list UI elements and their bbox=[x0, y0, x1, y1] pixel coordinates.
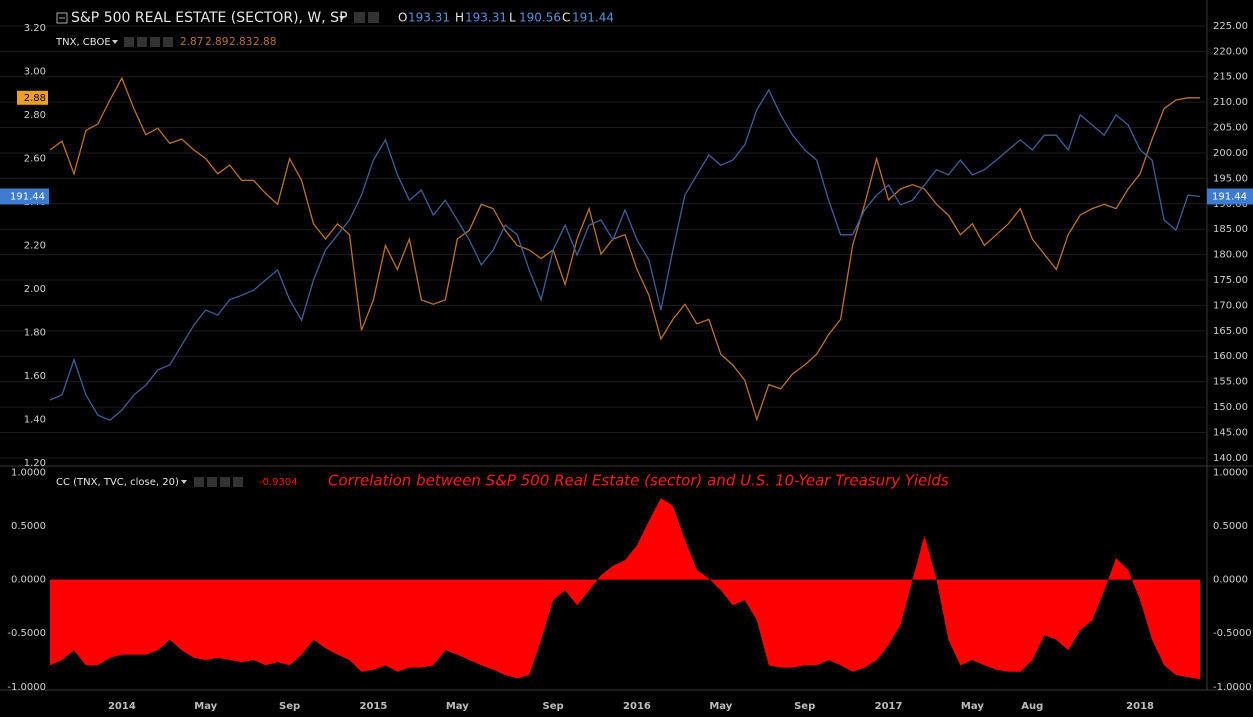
y2-tick-label: 180.00 bbox=[1213, 250, 1248, 261]
y-tick-label: 1.0000 bbox=[11, 467, 46, 478]
settings-icon[interactable] bbox=[194, 477, 204, 487]
settings-icon[interactable] bbox=[124, 37, 134, 47]
y-tick-label: 0.0000 bbox=[11, 575, 46, 586]
last-value-box bbox=[17, 90, 48, 105]
ohlc-value: 193.31 bbox=[465, 11, 507, 25]
y-tick-label: 0.0000 bbox=[1213, 575, 1248, 586]
annotation: Correlation between S&P 500 Real Estate … bbox=[328, 472, 949, 490]
y2-tick-label: 205.00 bbox=[1213, 123, 1248, 134]
y-tick-label: 3.00 bbox=[24, 67, 46, 78]
last-value-label: 2.88 bbox=[24, 93, 46, 104]
y-tick-label: -0.5000 bbox=[7, 628, 46, 639]
y2-tick-label: 200.00 bbox=[1213, 148, 1248, 159]
y2-tick-label: 170.00 bbox=[1213, 300, 1248, 311]
settings-icon[interactable] bbox=[354, 12, 365, 23]
last-value-box bbox=[1207, 188, 1253, 205]
y2-tick-label: 210.00 bbox=[1213, 97, 1248, 108]
x-tick-label: May bbox=[446, 701, 469, 712]
settings-icon[interactable] bbox=[368, 12, 379, 23]
x-tick-label: Sep bbox=[279, 701, 300, 712]
ohlc-value: 2.87 bbox=[180, 36, 203, 48]
settings-icon[interactable] bbox=[150, 37, 160, 47]
x-tick-label: May bbox=[961, 701, 984, 712]
y-tick-label: -1.0000 bbox=[1213, 682, 1252, 693]
ohlc-value: 2.83 bbox=[229, 36, 252, 48]
ohlc-value: 2.88 bbox=[253, 36, 276, 48]
x-tick-label: 2014 bbox=[108, 701, 136, 712]
series-area bbox=[50, 498, 1200, 680]
settings-icon[interactable] bbox=[137, 37, 147, 47]
y2-tick-label: 215.00 bbox=[1213, 72, 1248, 83]
y2-tick-label: 220.00 bbox=[1213, 46, 1248, 57]
dropdown-arrow[interactable] bbox=[181, 480, 187, 484]
y-tick-label: 0.5000 bbox=[11, 521, 46, 532]
ohlc-label: L bbox=[509, 11, 516, 25]
ohlc-label: O bbox=[398, 11, 407, 25]
y-tick-label: 3.20 bbox=[24, 23, 46, 34]
y-tick-label: 1.0000 bbox=[1213, 467, 1248, 478]
ohlc-value: 190.56 bbox=[519, 11, 561, 25]
settings-icon[interactable] bbox=[220, 477, 230, 487]
y-tick-label: 2.80 bbox=[24, 110, 46, 121]
y2-tick-label: 185.00 bbox=[1213, 224, 1248, 235]
y-tick-label: 1.60 bbox=[24, 371, 46, 382]
x-tick-label: May bbox=[709, 701, 732, 712]
y-tick-label: 0.5000 bbox=[1213, 521, 1248, 532]
y-tick-label: -0.5000 bbox=[1213, 628, 1252, 639]
y2-tick-label: 140.00 bbox=[1213, 453, 1248, 464]
x-tick-label: Sep bbox=[794, 701, 815, 712]
legend-title: TNX, CBOE bbox=[55, 37, 111, 48]
y-tick-label: 2.00 bbox=[24, 284, 46, 295]
y-tick-label: 2.20 bbox=[24, 241, 46, 252]
series-line bbox=[49, 76, 1200, 422]
y2-tick-label: 225.00 bbox=[1213, 21, 1248, 32]
ohlc-value: 193.31 bbox=[408, 11, 450, 25]
y2-tick-label: 195.00 bbox=[1213, 173, 1248, 184]
last-value-label: 191.44 bbox=[10, 191, 45, 202]
x-tick-label: 2015 bbox=[360, 701, 388, 712]
ohlc-label: H bbox=[455, 11, 464, 25]
legend-title: CC (TNX, TVC, close, 20) bbox=[56, 477, 179, 488]
x-tick-label: 2018 bbox=[1126, 701, 1154, 712]
y-tick-label: -1.0000 bbox=[7, 682, 46, 693]
ohlc-value: 191.44 bbox=[572, 11, 614, 25]
legend-icons bbox=[56, 12, 379, 487]
y-tick-label: 2.60 bbox=[24, 154, 46, 165]
y2-tick-label: 155.00 bbox=[1213, 377, 1248, 388]
settings-icon[interactable] bbox=[233, 477, 243, 487]
legend-value: -0.9304 bbox=[259, 477, 298, 488]
y-tick-label: 1.80 bbox=[24, 327, 46, 338]
last-value-box bbox=[0, 188, 49, 205]
y2-tick-label: 165.00 bbox=[1213, 326, 1248, 337]
settings-icon[interactable] bbox=[207, 477, 217, 487]
dropdown-arrow[interactable] bbox=[339, 16, 345, 20]
y2-tick-label: 150.00 bbox=[1213, 402, 1248, 413]
y2-tick-label: 145.00 bbox=[1213, 427, 1248, 438]
settings-icon[interactable] bbox=[163, 37, 173, 47]
x-tick-label: May bbox=[194, 701, 217, 712]
y-tick-label: 1.20 bbox=[24, 458, 46, 469]
y2-tick-label: 175.00 bbox=[1213, 275, 1248, 286]
ohlc-value: 2.89 bbox=[205, 36, 228, 48]
y2-tick-label: 160.00 bbox=[1213, 351, 1248, 362]
x-tick-label: Sep bbox=[543, 701, 564, 712]
dropdown-arrow[interactable] bbox=[112, 40, 118, 44]
y-tick-label: 1.40 bbox=[24, 414, 46, 425]
x-tick-label: Aug bbox=[1021, 701, 1043, 712]
last-value-label: 191.44 bbox=[1212, 191, 1247, 202]
x-tick-label: 2016 bbox=[623, 701, 651, 712]
ohlc-label: C bbox=[562, 11, 570, 25]
series-line bbox=[49, 88, 1201, 422]
collapse-icon[interactable] bbox=[56, 12, 68, 24]
legend-title: S&P 500 REAL ESTATE (SECTOR), W, SP bbox=[71, 10, 348, 26]
x-tick-label: 2017 bbox=[875, 701, 903, 712]
